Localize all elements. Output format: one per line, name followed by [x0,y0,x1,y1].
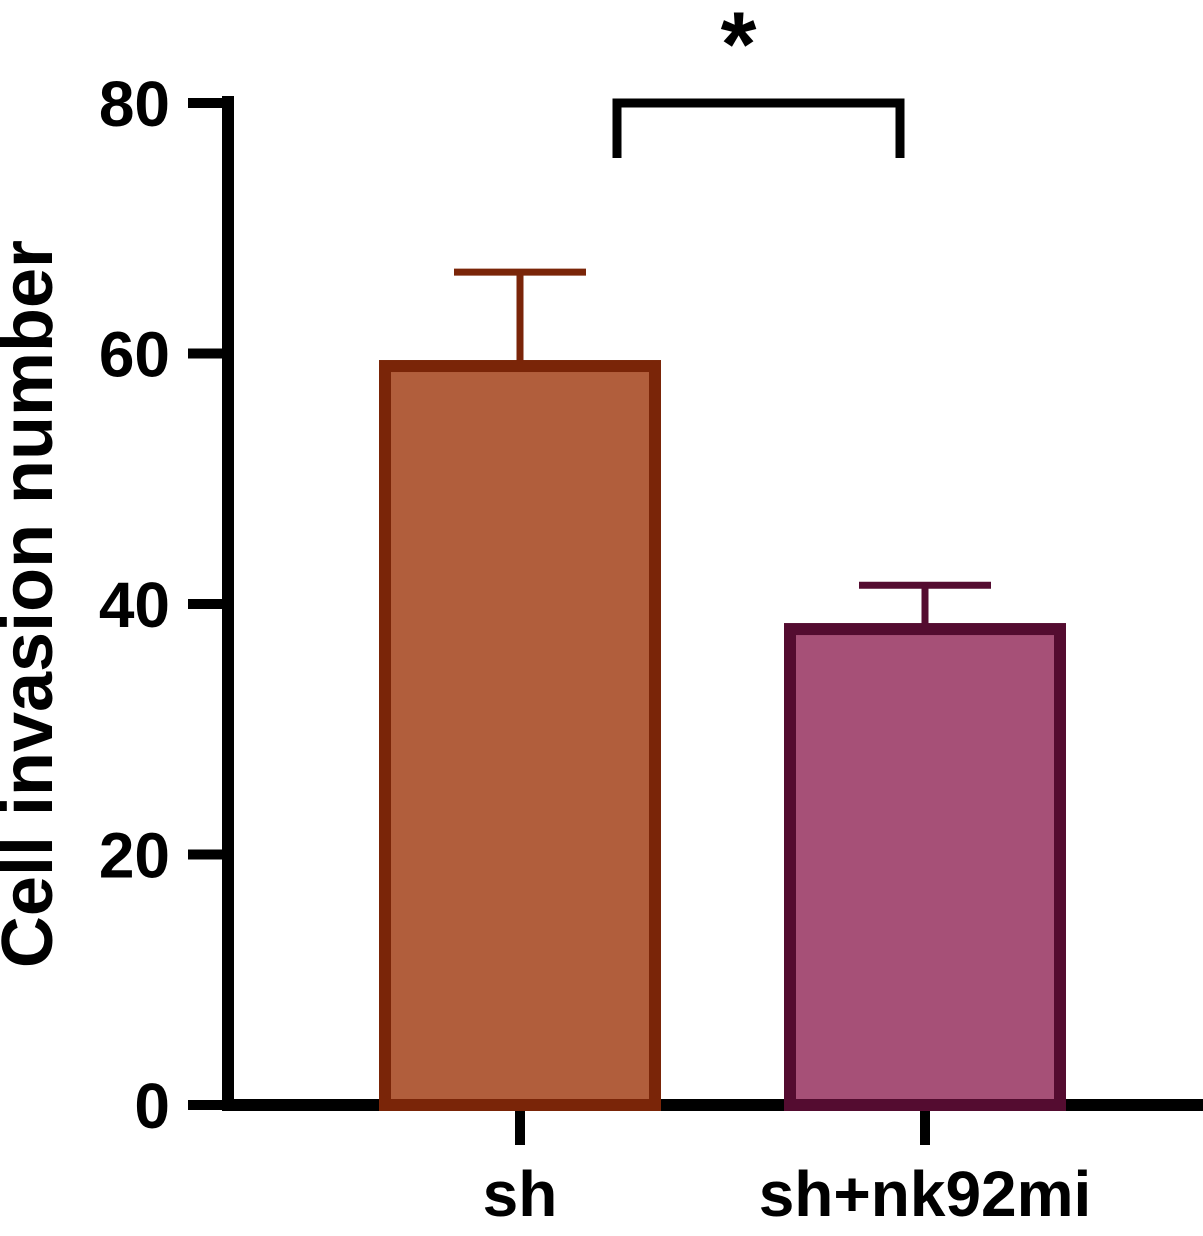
y-tick-label: 80 [99,68,170,140]
y-tick-label: 0 [134,1070,170,1142]
y-tick-label: 60 [99,319,170,391]
bar-sh [379,360,661,1111]
significance-label: * [721,0,757,96]
y-tick-label: 40 [99,569,170,641]
y-tick-label: 20 [99,820,170,892]
significance-bracket [612,98,905,158]
x-category-label: sh+nk92mi [759,1158,1092,1230]
x-category-label: sh [483,1158,558,1230]
y-axis-title: Cell invasion number [0,240,68,968]
bar-sh+nk92mi [784,623,1066,1111]
